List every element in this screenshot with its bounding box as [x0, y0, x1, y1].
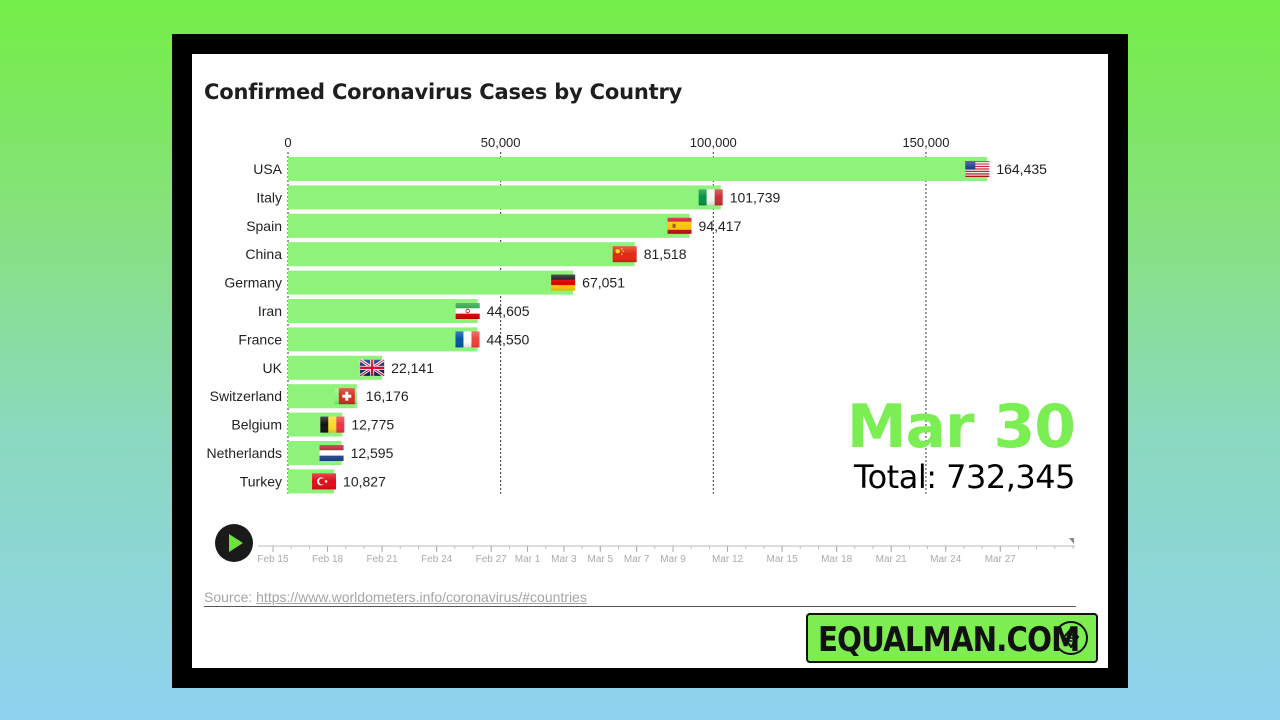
timeline-handle[interactable]: [1069, 538, 1074, 544]
timeline-label: Feb 24: [421, 554, 453, 565]
category-label: Netherlands: [207, 445, 283, 461]
flag-italy-icon: [698, 189, 723, 206]
value-label: 22,141: [391, 360, 434, 376]
bar-spain: [288, 213, 690, 238]
timeline-label: Mar 27: [985, 554, 1017, 565]
play-button[interactable]: [215, 524, 253, 562]
logo-emblem-icon: [1054, 621, 1088, 655]
timeline-label: Mar 1: [515, 554, 541, 565]
bar-china: [288, 242, 635, 267]
timeline-label: Mar 7: [624, 554, 650, 565]
timeline-label: Mar 21: [876, 554, 908, 565]
source-line: Source: https://www.worldometers.info/co…: [204, 589, 587, 605]
current-date: Mar 30: [846, 392, 1076, 462]
timeline-label: Mar 18: [821, 554, 853, 565]
source-link[interactable]: https://www.worldometers.info/coronaviru…: [256, 589, 587, 605]
timeline-label: Mar 15: [767, 554, 799, 565]
flag-belgium-icon: [320, 416, 345, 433]
timeline-label: Mar 12: [712, 554, 744, 565]
timeline-label: Mar 5: [587, 554, 613, 565]
category-label: Italy: [256, 189, 282, 205]
value-label: 12,595: [351, 445, 394, 461]
category-label: Switzerland: [210, 388, 282, 404]
source-prefix: Source:: [204, 589, 257, 605]
timeline-label: Feb 18: [312, 554, 344, 565]
timeline-label: Feb 21: [367, 554, 399, 565]
flag-usa-icon: [965, 161, 990, 177]
flag-uk-icon: [359, 358, 385, 378]
timeline-label: Feb 27: [476, 554, 508, 565]
bar-germany: [288, 270, 574, 295]
value-label: 16,176: [366, 388, 409, 404]
value-label: 164,435: [996, 161, 1047, 177]
category-label: UK: [263, 360, 283, 376]
play-icon: [229, 534, 243, 552]
bar-usa: [288, 157, 988, 181]
category-label: China: [245, 246, 282, 262]
source-divider: [204, 606, 1076, 607]
value-label: 44,605: [487, 303, 530, 319]
value-label: 44,550: [486, 331, 529, 347]
value-label: 94,417: [699, 218, 742, 234]
total-cases: Total: 732,345: [853, 458, 1076, 496]
flag-germany-icon: [551, 274, 576, 291]
bar-france: [288, 327, 478, 352]
flag-turkey-icon: [312, 473, 337, 490]
flag-china-icon: [612, 246, 637, 263]
category-label: Iran: [258, 303, 282, 319]
value-label: 81,518: [644, 246, 687, 262]
timeline-label: Feb 15: [257, 554, 289, 565]
equalman-logo: EQUALMAN.COM: [806, 613, 1098, 663]
bar-italy: [288, 185, 721, 210]
x-tick-label: 100,000: [690, 135, 737, 150]
timeline-label: Mar 9: [660, 554, 686, 565]
category-label: USA: [253, 161, 282, 177]
category-label: Belgium: [231, 417, 282, 433]
flag-spain-icon: [667, 217, 692, 234]
flag-netherlands-icon: [319, 445, 344, 461]
flag-switzerland-icon: [334, 388, 359, 405]
value-label: 10,827: [343, 473, 386, 489]
x-tick-label: 150,000: [902, 135, 949, 150]
x-tick-label: 0: [284, 135, 291, 150]
value-label: 12,775: [351, 417, 394, 433]
category-label: Germany: [224, 275, 282, 291]
logo-text: EQUALMAN.COM: [818, 620, 1080, 660]
category-label: Spain: [246, 218, 282, 234]
timeline-label: Mar 24: [930, 554, 962, 565]
flag-france-icon: [455, 331, 480, 348]
category-label: Turkey: [240, 473, 282, 489]
value-label: 101,739: [730, 189, 781, 205]
chart-title: Confirmed Coronavirus Cases by Country: [204, 80, 683, 104]
value-label: 67,051: [582, 275, 625, 291]
category-label: France: [238, 331, 282, 347]
flag-iran-icon: [455, 303, 480, 319]
bar-iran: [288, 299, 478, 323]
x-tick-label: 50,000: [481, 135, 521, 150]
timeline-label: Mar 3: [551, 554, 577, 565]
